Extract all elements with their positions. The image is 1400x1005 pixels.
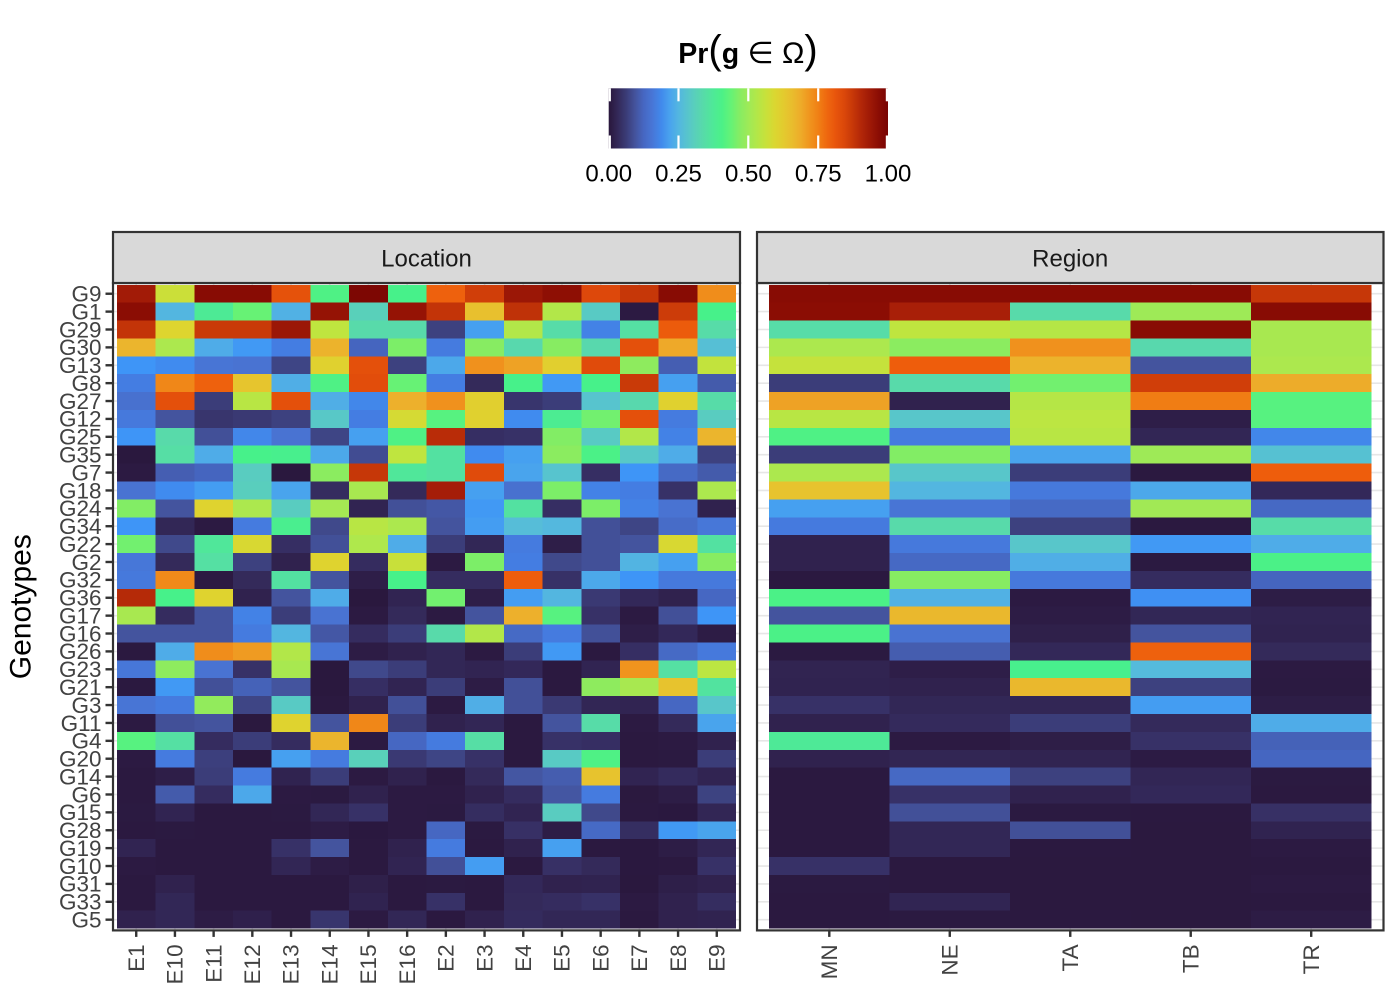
svg-text:G22: G22 [59,532,102,557]
svg-text:G19: G19 [59,836,102,861]
svg-text:E3: E3 [472,944,497,972]
svg-text:G30: G30 [59,335,102,360]
svg-text:G34: G34 [59,514,102,539]
svg-text:G11: G11 [61,711,102,736]
svg-text:E13: E13 [279,944,304,984]
svg-text:G8: G8 [71,371,101,396]
svg-text:G23: G23 [59,657,102,682]
svg-text:0.25: 0.25 [655,161,702,188]
svg-text:Pr(g ∈ Ω): Pr(g ∈ Ω) [678,28,817,72]
svg-text:G35: G35 [59,442,102,467]
svg-text:G32: G32 [59,568,102,593]
svg-text:E7: E7 [627,944,652,972]
svg-text:E5: E5 [550,944,575,972]
svg-text:G21: G21 [59,675,102,700]
svg-text:Region: Region [1032,246,1108,273]
svg-text:G6: G6 [71,782,101,807]
svg-text:G15: G15 [59,800,102,825]
svg-text:G16: G16 [59,621,102,646]
svg-text:TB: TB [1178,944,1203,973]
svg-text:G28: G28 [59,818,102,843]
svg-text:TR: TR [1299,944,1324,974]
svg-text:E15: E15 [356,944,381,984]
svg-text:G10: G10 [59,854,102,879]
svg-text:G2: G2 [71,550,101,575]
svg-text:G13: G13 [59,353,102,378]
svg-text:G33: G33 [59,890,102,915]
svg-text:E1: E1 [124,944,149,972]
svg-text:Location: Location [381,246,472,273]
svg-text:G24: G24 [59,496,102,521]
svg-text:E9: E9 [704,944,729,972]
svg-text:E12: E12 [240,944,265,984]
svg-text:G9: G9 [71,282,101,307]
svg-text:E16: E16 [395,944,420,984]
svg-text:E10: E10 [163,944,188,984]
svg-text:E14: E14 [317,944,342,984]
svg-text:G31: G31 [59,872,102,897]
svg-text:0.00: 0.00 [585,161,632,188]
svg-text:0.50: 0.50 [725,161,772,188]
svg-text:MN: MN [817,944,842,979]
svg-text:E4: E4 [511,944,536,972]
svg-text:E8: E8 [666,944,691,972]
svg-text:Genotypes: Genotypes [5,534,38,679]
svg-text:G1: G1 [71,299,101,324]
svg-text:G25: G25 [59,425,102,450]
svg-text:G4: G4 [71,729,101,754]
svg-text:G18: G18 [59,478,102,503]
svg-text:G14: G14 [59,764,102,789]
svg-text:G27: G27 [59,389,102,414]
svg-text:1.00: 1.00 [865,161,912,188]
svg-text:TA: TA [1058,944,1083,971]
svg-text:E11: E11 [201,944,226,982]
svg-text:G36: G36 [59,586,102,611]
svg-text:G7: G7 [71,460,101,485]
svg-text:G5: G5 [71,907,101,932]
svg-text:E2: E2 [434,944,459,972]
svg-text:E6: E6 [588,944,613,972]
svg-text:G3: G3 [71,693,101,718]
svg-text:G26: G26 [59,639,102,664]
svg-text:G12: G12 [59,407,102,432]
svg-text:NE: NE [937,944,962,975]
svg-text:G20: G20 [59,747,102,772]
svg-text:G29: G29 [59,317,102,342]
svg-text:G17: G17 [59,603,102,628]
svg-text:0.75: 0.75 [795,161,842,188]
